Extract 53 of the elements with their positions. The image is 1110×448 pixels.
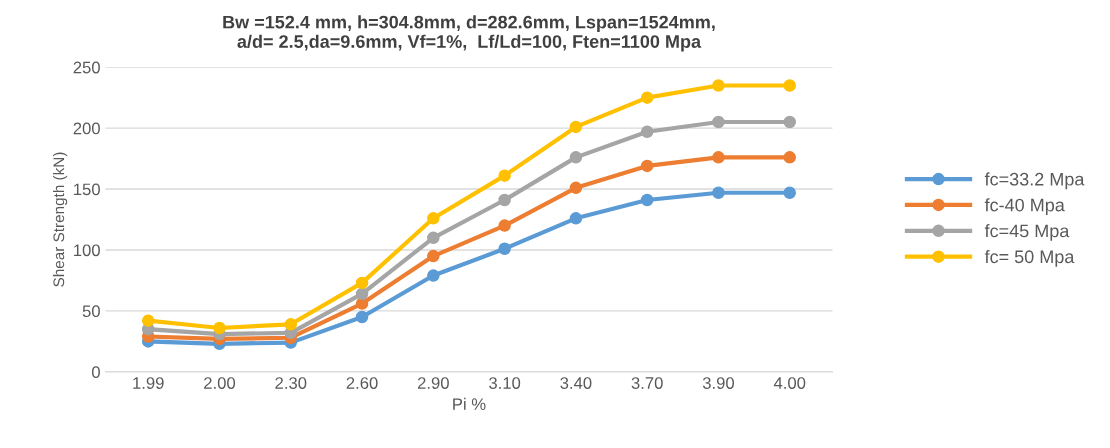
point [712, 79, 725, 92]
point [569, 151, 583, 164]
x-tick-label: 2.00 [204, 377, 236, 389]
x-tick-label: 3.40 [560, 377, 592, 389]
point [355, 287, 369, 301]
legend-label: fc=45 Mpa [984, 224, 1070, 241]
point [783, 151, 796, 164]
x-tick-label: 4.00 [773, 377, 806, 389]
x-tick-label: 1.99 [133, 377, 164, 389]
point [427, 231, 440, 245]
point [284, 318, 298, 331]
point [783, 79, 796, 92]
point [498, 169, 511, 182]
y-tick-label: 200 [73, 122, 100, 135]
x-tick-label: 2.60 [346, 377, 378, 389]
chart-title: Bw =152.4 mm, h=304.8mm, d=282.6mm, Lspan=1524mm, a/d= 2.5,da=9.6mm, Vf=1%, Lf/Ld=100, Ften=1100 Mpa [223, 15, 715, 52]
point [712, 186, 725, 199]
x-axis-title: Pi % [453, 397, 486, 410]
y-tick-label: 150 [74, 183, 100, 196]
legend-label: fc-40 Mpa [984, 198, 1065, 216]
y-tick-label: 50 [82, 305, 100, 318]
y-tick-label: 0 [91, 366, 100, 379]
point [427, 249, 440, 263]
point [640, 91, 654, 104]
x-tick-label: 2.90 [417, 377, 449, 389]
y-tick-label: 100 [74, 244, 100, 257]
point [640, 193, 654, 207]
point [783, 115, 796, 129]
point [783, 186, 796, 199]
point [712, 115, 725, 129]
point [569, 212, 583, 225]
point [712, 151, 725, 164]
point [427, 212, 440, 225]
point [355, 276, 369, 290]
point [427, 269, 440, 282]
point [498, 242, 511, 256]
point [640, 125, 654, 139]
point [141, 314, 155, 327]
x-tick-label: 3.10 [489, 377, 521, 389]
y-axis-title: Shear Strength (kN) [52, 152, 68, 287]
point [640, 159, 654, 173]
point [569, 181, 583, 195]
point [213, 321, 226, 335]
x-tick-label: 3.90 [702, 377, 735, 389]
point [498, 193, 511, 207]
point [355, 310, 369, 324]
point [569, 120, 583, 134]
x-tick-label: 2.30 [275, 377, 307, 389]
y-tick-label: 250 [73, 61, 100, 74]
legend-label: fc=33.2 Mpa [984, 172, 1085, 190]
x-tick-label: 3.70 [631, 377, 663, 389]
point [498, 219, 511, 232]
legend-label: fc= 50 Mpa [984, 249, 1075, 267]
